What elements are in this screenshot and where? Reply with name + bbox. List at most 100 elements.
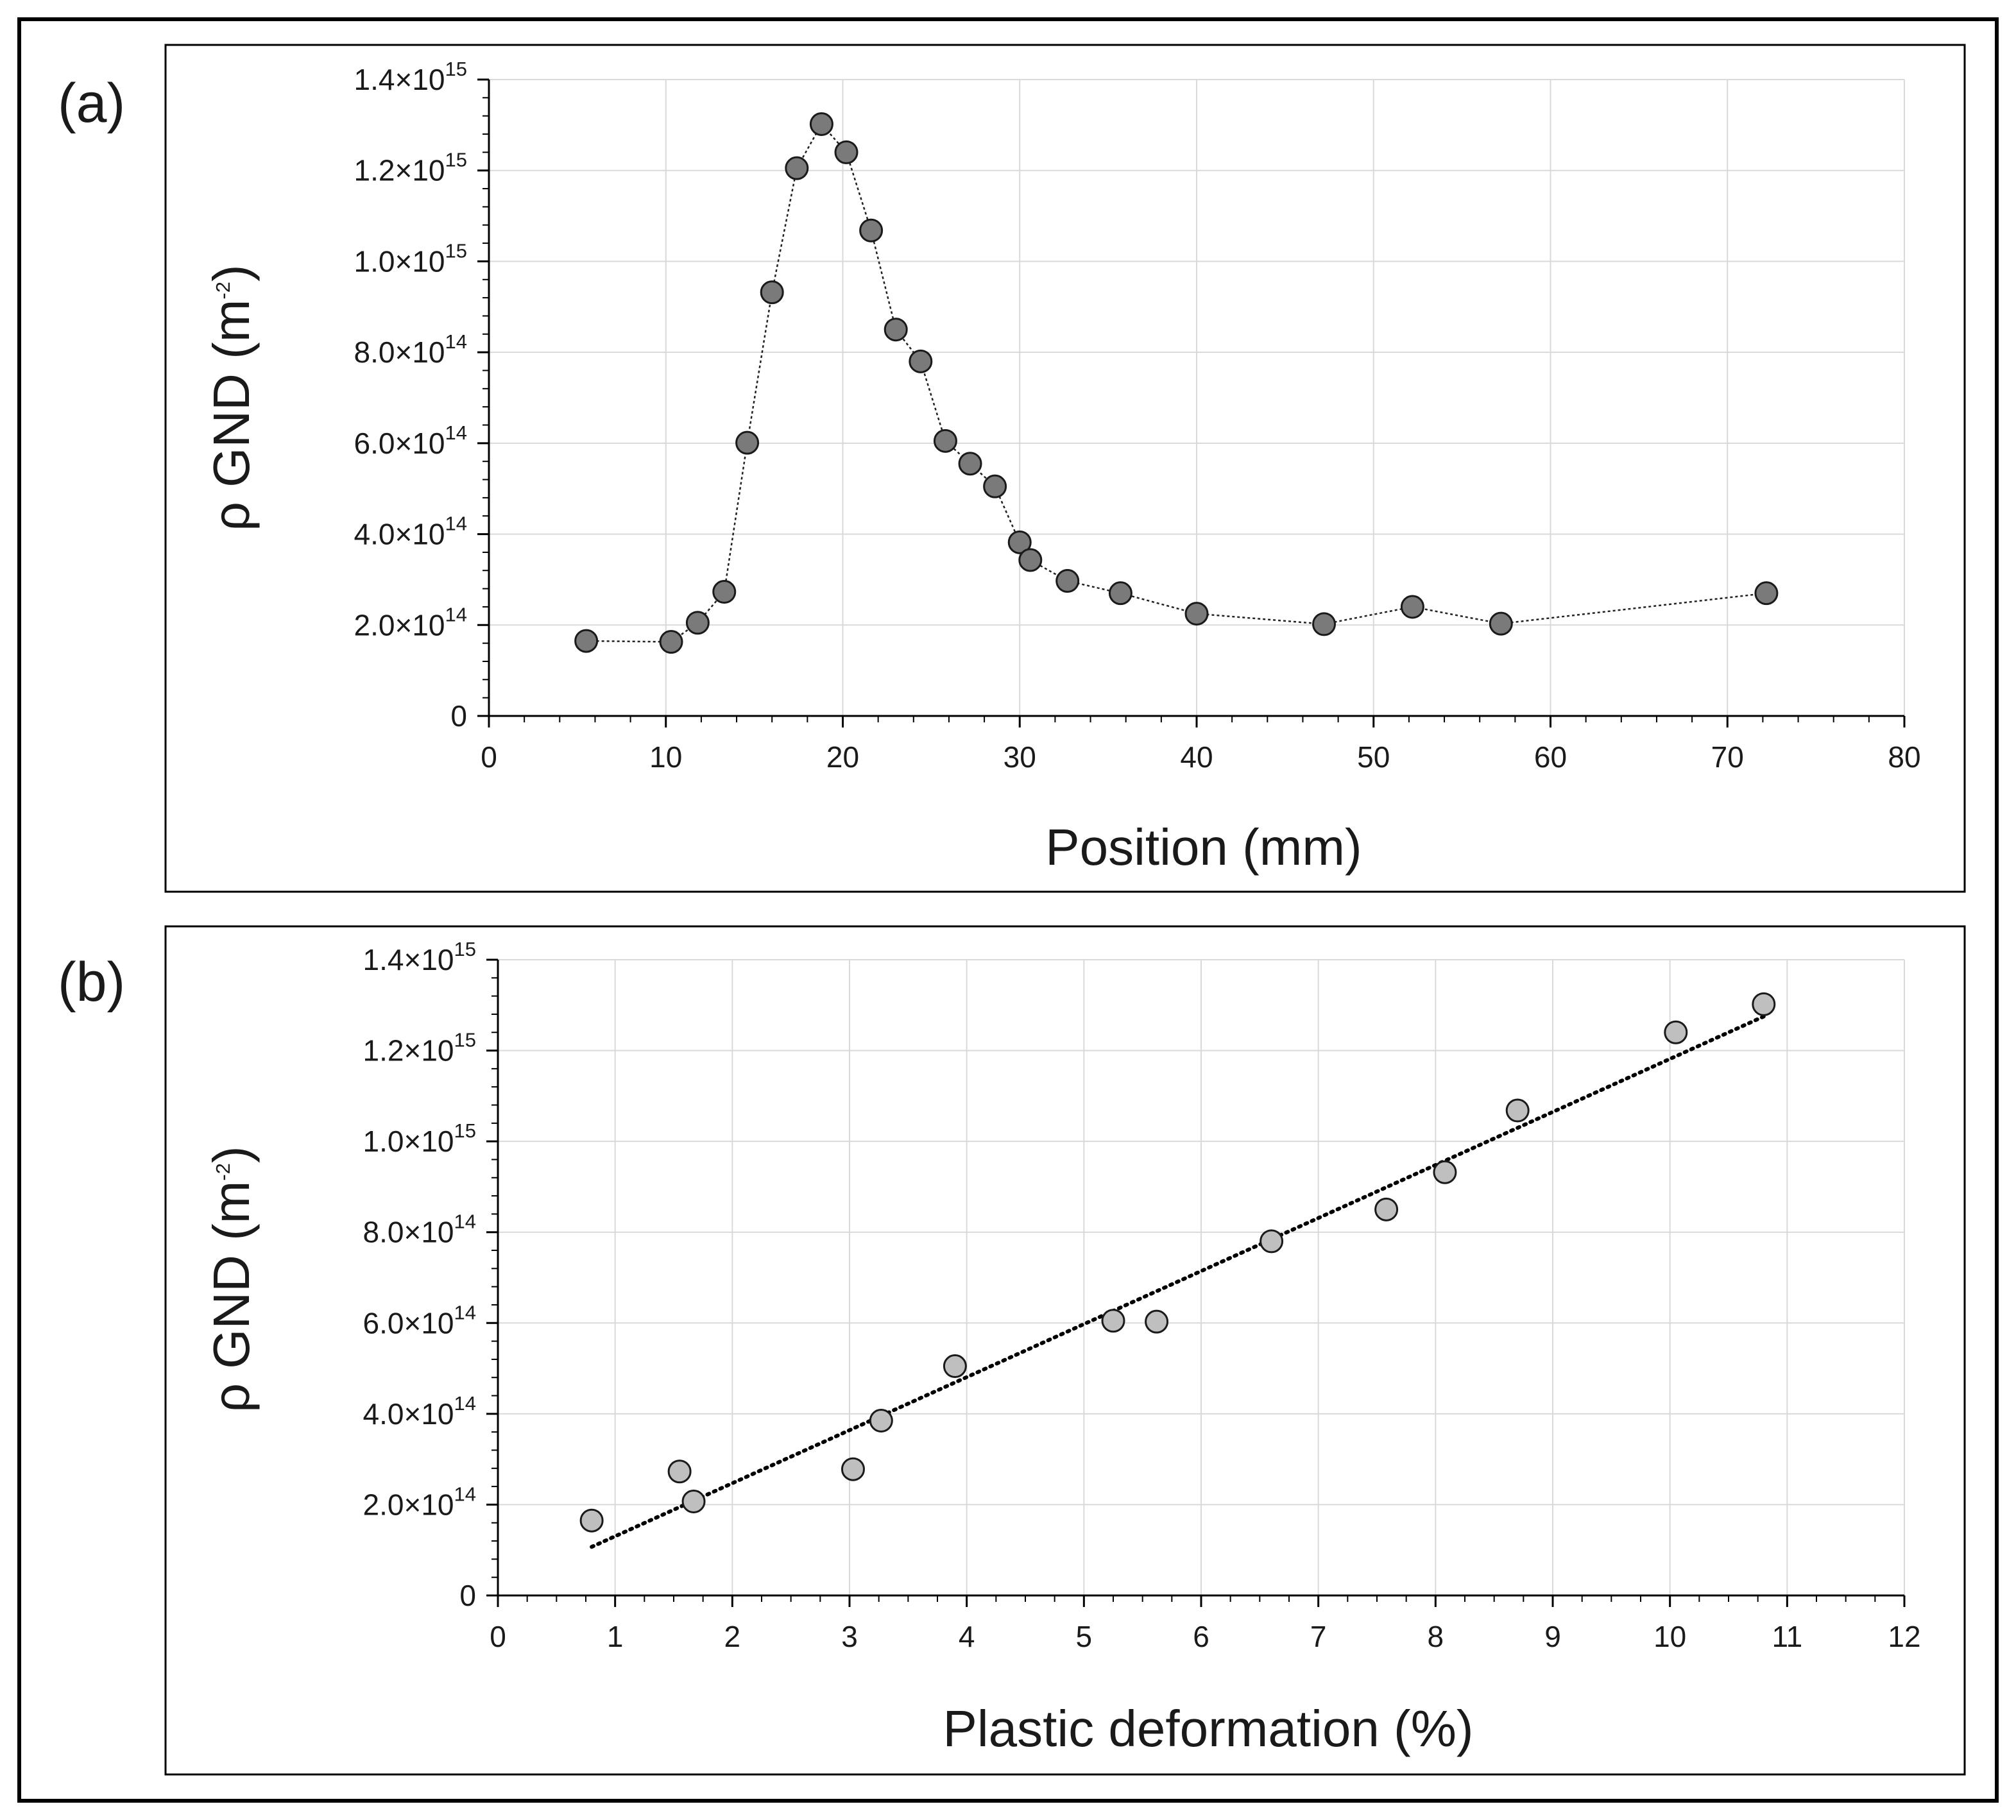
panel-a-data-point (1754, 581, 1779, 606)
panel-b-data-point (943, 1354, 967, 1379)
panel-b-x-tick-label: 5 (1076, 1620, 1093, 1653)
panel-a-y-axis-title: ρ GND (m-2) (203, 264, 260, 531)
panel-b-x-axis-title: Plastic deformation (%) (943, 1700, 1474, 1757)
panel-a-y-tick-exponent: 15 (445, 58, 467, 80)
panel-b-y-tick-label: 1.0×1015 (363, 1119, 476, 1158)
panel-b-x-tick-label: 6 (1193, 1620, 1209, 1653)
panel-a-data-point (1489, 611, 1513, 636)
panel-b-y-tick-label: 2.0×1014 (363, 1483, 476, 1521)
panel-b-y-tick-exponent: 14 (454, 1211, 476, 1233)
panel-a-y-tick-label: 1.4×1015 (354, 58, 467, 96)
panel-b-y-tick-mantissa: 1.2×10 (363, 1034, 454, 1067)
panel-a-series-line (586, 123, 1767, 643)
panel-a-x-tick-label: 60 (1534, 740, 1567, 774)
panel-a: (a) 02.0×10144.0×10146.0×10148.0×10141.0… (58, 44, 1966, 893)
panel-a-x-axis-title: Position (mm) (1045, 819, 1362, 876)
panel-a-data-point (659, 630, 683, 654)
panel-a-y-tick-exponent: 14 (445, 513, 467, 535)
panel-a-y-tick-label: 8.0×1014 (354, 330, 467, 369)
panel-a-tag: (a) (58, 72, 125, 134)
panel-a-x-tick-labels: 0 10 20 30 40 50 60 70 80 (481, 740, 1920, 774)
panel-a-x-tick-label: 40 (1180, 740, 1213, 774)
panel-a-y-tick-exponent: 14 (445, 421, 467, 444)
panel-a-x-tick-label: 70 (1711, 740, 1744, 774)
panel-a-y-axis-title-tail: ) (203, 264, 260, 282)
panel-a-x-tick-label: 80 (1888, 740, 1920, 774)
panel-b-y-tick-mantissa: 4.0×10 (363, 1397, 454, 1431)
panel-b-series (579, 992, 1776, 1533)
panel-b-y-tick-exponent: 15 (454, 1029, 476, 1051)
panel-b-data-point (1101, 1309, 1125, 1333)
panel-a-data-point (958, 452, 982, 476)
panel-b-y-axis-title-tail: ) (203, 1146, 260, 1163)
panel-a-y-tick-exponent: 14 (445, 603, 467, 625)
panel-b-y-tick-label: 0 (459, 1579, 476, 1612)
panel-a-y-tick-mantissa: 1.2×10 (354, 154, 445, 187)
panel-b-grid (498, 959, 1905, 1595)
panel-b-data-point (1145, 1309, 1169, 1334)
panel-b: (b) 02.0×10144.0×10146.0×10148.0×10141.0… (58, 925, 1966, 1776)
panel-a-data-point (909, 349, 933, 373)
panel-b-y-tick-mantissa: 6.0×10 (363, 1306, 454, 1339)
panel-a-data-point (809, 112, 833, 136)
panel-b-x-tick-label: 8 (1428, 1620, 1444, 1653)
panel-b-data-point (1752, 992, 1776, 1016)
panel-b-y-tick-exponent: 14 (454, 1483, 476, 1505)
panel-a-axes (477, 78, 1906, 727)
panel-a-data-point (884, 318, 908, 342)
panel-a-y-tick-mantissa: 0 (450, 699, 467, 733)
panel-b-data-point (1374, 1197, 1399, 1221)
panel-b-x-tick-label: 11 (1772, 1620, 1802, 1653)
panel-b-data-point (579, 1508, 604, 1533)
panel-a-x-tick-label: 30 (1004, 740, 1036, 774)
panel-b-trendline-layer (590, 1014, 1766, 1549)
panel-b-data-point (841, 1457, 865, 1481)
panel-b-x-tick-label: 3 (841, 1620, 858, 1653)
panel-a-data-point (574, 629, 599, 653)
panel-b-data-point (667, 1459, 692, 1484)
panel-a-data-point (1400, 595, 1424, 619)
panel-a-data-point (859, 218, 884, 242)
panel-b-x-tick-label: 4 (959, 1620, 975, 1653)
panel-a-y-tick-mantissa: 1.0×10 (354, 244, 445, 278)
panel-a-y-axis-title-base: ρ GND (m (203, 300, 260, 531)
panel-b-y-axis-title: ρ GND (m-2) (203, 1146, 260, 1412)
panel-a-data-point (760, 280, 784, 305)
panel-a-data-point (1312, 612, 1337, 636)
panel-b-y-tick-label: 1.2×1015 (363, 1029, 476, 1067)
panel-a-x-tick-label: 50 (1357, 740, 1390, 774)
panel-a-y-tick-label: 1.0×1015 (354, 239, 467, 278)
panel-b-y-tick-exponent: 14 (454, 1392, 476, 1415)
panel-a-y-tick-mantissa: 4.0×10 (354, 518, 445, 551)
panel-b-x-tick-label: 10 (1653, 1620, 1686, 1653)
panel-a-data-point (712, 580, 737, 604)
panel-b-x-tick-label: 0 (490, 1620, 506, 1653)
panel-b-x-tick-label: 2 (724, 1620, 741, 1653)
panel-a-data-point (685, 611, 710, 635)
panel-a-data-point (983, 474, 1007, 498)
panel-b-x-tick-label: 9 (1544, 1620, 1561, 1653)
panel-a-data-point (933, 429, 957, 453)
panel-a-y-tick-label: 0 (450, 699, 467, 733)
panel-a-y-tick-mantissa: 2.0×10 (354, 608, 445, 642)
panel-b-x-tick-labels: 0 1 2 3 4 5 6 7 8 9 10 11 12 (490, 1620, 1920, 1653)
panel-b-y-tick-exponent: 15 (454, 938, 476, 960)
panel-b-y-tick-label: 6.0×1014 (363, 1301, 476, 1339)
panel-b-y-tick-mantissa: 2.0×10 (363, 1488, 454, 1521)
panel-a-data-point (1184, 602, 1209, 626)
panel-a-y-tick-exponent: 15 (445, 149, 467, 171)
panel-b-y-tick-labels: 02.0×10144.0×10146.0×10148.0×10141.0×101… (363, 938, 476, 1612)
panel-b-y-axis-title-base: ρ GND (m (203, 1181, 260, 1413)
panel-a-y-tick-exponent: 15 (445, 239, 467, 262)
panel-a-x-tick-label: 20 (826, 740, 859, 774)
panel-a-y-tick-label: 6.0×1014 (354, 421, 467, 460)
panel-b-data-point (1664, 1020, 1688, 1044)
panel-a-y-tick-labels: 02.0×10144.0×10146.0×10148.0×10141.0×101… (354, 58, 467, 733)
panel-b-data-point (681, 1489, 706, 1513)
panel-b-y-tick-label: 1.4×1015 (363, 938, 476, 976)
panel-b-x-tick-label: 12 (1888, 1620, 1920, 1653)
panel-b-y-tick-label: 4.0×1014 (363, 1392, 476, 1431)
panel-b-y-tick-mantissa: 0 (459, 1579, 476, 1612)
panel-b-data-point (1433, 1160, 1457, 1184)
